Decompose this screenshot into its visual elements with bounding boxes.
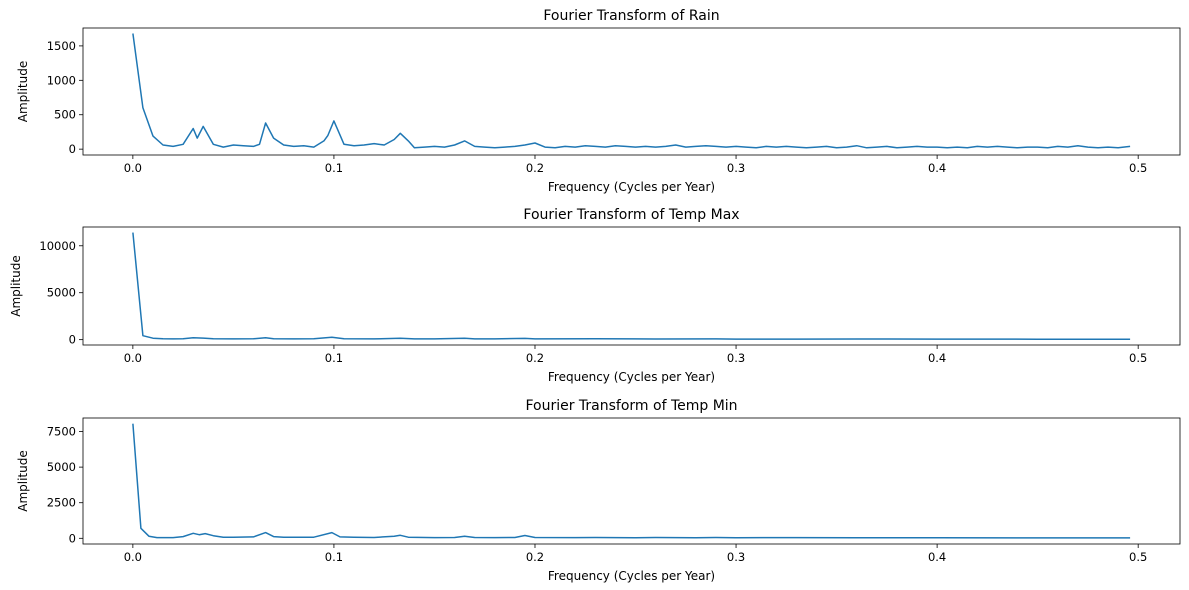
y-tick-label-rain: 1500: [47, 39, 76, 53]
x-ticks-temp-min: 0.0 0.1 0.2 0.3 0.4 0.5: [124, 544, 1147, 564]
y-ticks-temp-min: 0 2500 5000 7500: [47, 425, 83, 545]
x-tick-label-rain: 0.1: [325, 161, 343, 175]
y-tick-label-temp-min: 7500: [47, 425, 76, 439]
y-ticks-rain: 0 500 1000 1500: [47, 39, 83, 156]
subplot-temp-min: Fourier Transform of Temp Min Frequency …: [16, 398, 1181, 583]
y-tick-label-temp-max: 0: [69, 333, 76, 347]
subplot-title-temp-max: Fourier Transform of Temp Max: [523, 207, 739, 223]
subplot-rain: Fourier Transform of Rain Frequency (Cyc…: [16, 8, 1181, 194]
x-tick-label-temp-min: 0.2: [526, 550, 544, 564]
y-axis-label-temp-min: Amplitude: [16, 450, 30, 512]
y-tick-label-rain: 1000: [47, 73, 76, 87]
x-tick-label-temp-max: 0.2: [526, 351, 544, 365]
x-tick-label-temp-max: 0.3: [727, 351, 745, 365]
subplot-title-rain: Fourier Transform of Rain: [543, 8, 719, 24]
x-tick-label-temp-max: 0.1: [325, 351, 343, 365]
x-tick-label-temp-min: 0.0: [124, 550, 142, 564]
y-axis-label-temp-max: Amplitude: [9, 255, 23, 317]
x-tick-label-temp-max: 0.4: [928, 351, 946, 365]
y-ticks-temp-max: 0 5000 10000: [39, 239, 83, 347]
y-tick-label-temp-max: 10000: [39, 239, 76, 253]
x-tick-label-temp-min: 0.1: [325, 550, 343, 564]
subplot-temp-max: Fourier Transform of Temp Max Frequency …: [9, 207, 1181, 384]
axes-frame-temp-min: [82, 417, 1181, 545]
x-tick-label-temp-min: 0.3: [727, 550, 745, 564]
y-tick-label-rain: 500: [54, 108, 76, 122]
y-tick-label-temp-min: 0: [69, 531, 76, 545]
x-axis-label-temp-min: Frequency (Cycles per Year): [548, 569, 715, 583]
x-tick-label-temp-min: 0.4: [928, 550, 946, 564]
y-axis-label-rain: Amplitude: [16, 61, 30, 123]
x-tick-label-rain: 0.2: [526, 161, 544, 175]
y-tick-label-temp-max: 5000: [47, 286, 76, 300]
axes-frame-rain: [82, 27, 1181, 156]
x-axis-label-rain: Frequency (Cycles per Year): [548, 180, 715, 194]
y-tick-label-temp-min: 2500: [47, 496, 76, 510]
y-tick-label-temp-min: 5000: [47, 460, 76, 474]
x-tick-label-rain: 0.3: [727, 161, 745, 175]
axes-frame-temp-max: [82, 226, 1181, 346]
x-ticks-rain: 0.0 0.1 0.2 0.3 0.4 0.5: [124, 155, 1147, 175]
y-tick-label-rain: 0: [69, 142, 76, 156]
series-line-temp-max: [132, 232, 1131, 340]
x-ticks-temp-max: 0.0 0.1 0.2 0.3 0.4 0.5: [124, 345, 1147, 365]
x-tick-label-rain: 0.0: [124, 161, 142, 175]
x-tick-label-temp-max: 0.5: [1129, 351, 1147, 365]
series-line-rain: [132, 33, 1131, 149]
x-tick-label-rain: 0.5: [1129, 161, 1147, 175]
x-tick-label-rain: 0.4: [928, 161, 946, 175]
x-axis-label-temp-max: Frequency (Cycles per Year): [548, 370, 715, 384]
series-line-temp-min: [132, 423, 1131, 539]
subplot-title-temp-min: Fourier Transform of Temp Min: [525, 398, 737, 414]
x-tick-label-temp-min: 0.5: [1129, 550, 1147, 564]
x-tick-label-temp-max: 0.0: [124, 351, 142, 365]
